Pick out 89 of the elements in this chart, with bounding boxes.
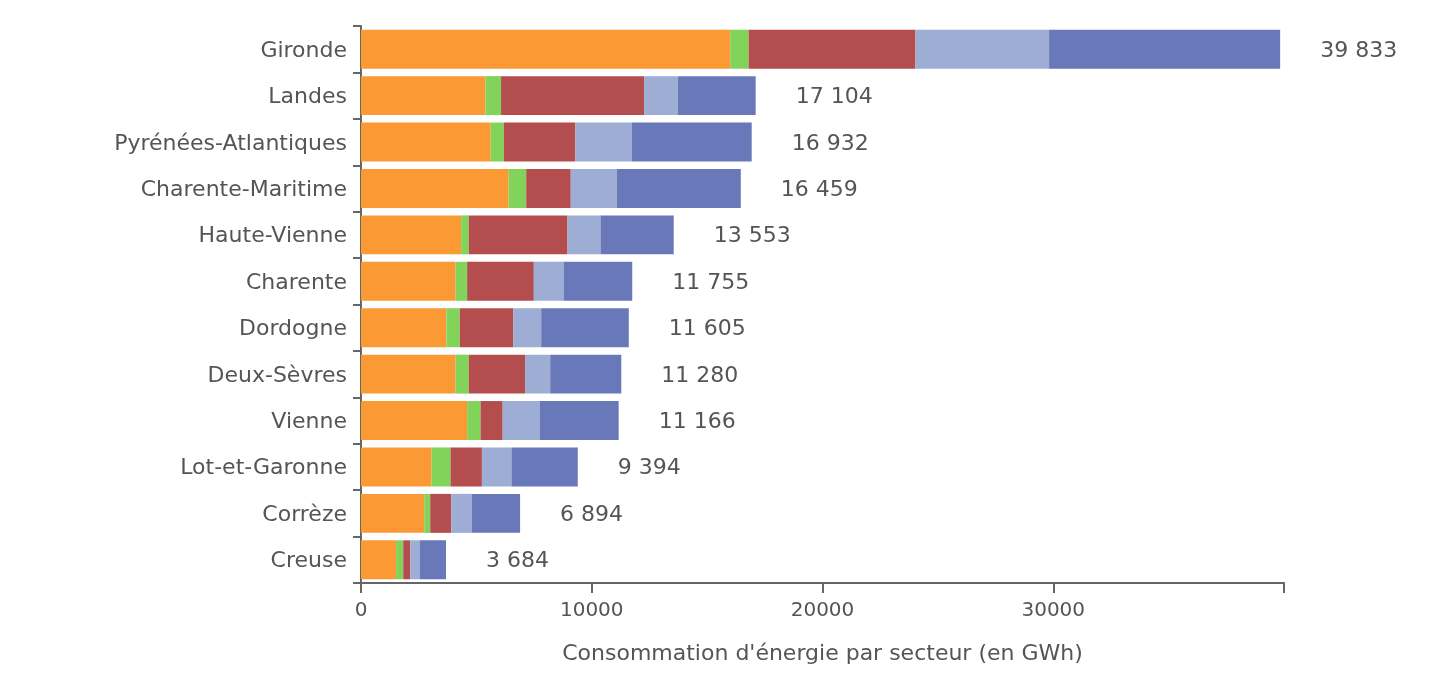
bar	[616, 168, 741, 208]
total-label: 13 553	[713, 222, 791, 248]
total-label: 11 166	[658, 408, 736, 434]
bar	[361, 215, 462, 255]
bar	[455, 261, 468, 301]
total-label: 11 755	[672, 268, 750, 294]
bar	[461, 215, 469, 255]
bar	[541, 308, 629, 348]
bar	[485, 76, 502, 116]
y-tick-label: Pyrénées-Atlantiques	[114, 129, 347, 155]
bar	[424, 493, 431, 533]
bar	[915, 29, 1050, 69]
total-label: 16 459	[780, 175, 858, 201]
y-tick-label: Lot-et-Garonne	[180, 454, 347, 480]
bar	[513, 308, 542, 348]
bar	[526, 168, 571, 208]
bar	[511, 447, 578, 487]
y-tick-label: Haute-Vienne	[198, 222, 347, 248]
bar	[533, 261, 564, 301]
bar	[539, 401, 619, 441]
bar	[563, 261, 633, 301]
x-tick-label: 30000	[1021, 597, 1086, 621]
bar	[361, 540, 397, 580]
bar	[430, 493, 452, 533]
total-label: 39 833	[1320, 36, 1398, 62]
total-label: 11 605	[668, 315, 746, 341]
bar	[361, 447, 432, 487]
bar	[450, 447, 482, 487]
bar	[459, 308, 514, 348]
y-tick-label: Landes	[268, 83, 347, 109]
bar	[467, 261, 534, 301]
bar	[431, 447, 451, 487]
y-tick-label: Corrèze	[262, 500, 347, 526]
bar	[361, 308, 447, 348]
bar	[468, 354, 526, 394]
bar	[503, 122, 576, 162]
y-tick-label: Deux-Sèvres	[207, 361, 347, 387]
bar	[361, 76, 486, 116]
total-label: 9 394	[617, 454, 681, 480]
bar	[410, 540, 420, 580]
bar	[502, 401, 540, 441]
bar	[567, 215, 601, 255]
bar	[748, 29, 916, 69]
bar	[451, 493, 472, 533]
total-label: 16 932	[791, 129, 869, 155]
bar	[471, 493, 521, 533]
total-label: 17 104	[795, 83, 873, 109]
x-tick-label: 10000	[559, 597, 624, 621]
bar	[361, 354, 456, 394]
total-label: 6 894	[560, 500, 624, 526]
bar	[361, 122, 491, 162]
bar	[1049, 29, 1281, 69]
bar	[480, 401, 503, 441]
bar	[467, 401, 481, 441]
bar	[570, 168, 617, 208]
bar	[490, 122, 504, 162]
bar	[361, 493, 425, 533]
x-tick-label: 20000	[790, 597, 855, 621]
bar	[361, 29, 731, 69]
y-tick-label: Dordogne	[239, 315, 347, 341]
bar	[481, 447, 512, 487]
bar	[403, 540, 411, 580]
y-tick-label: Charente-Maritime	[140, 175, 347, 201]
bar	[600, 215, 674, 255]
bar	[468, 215, 568, 255]
bar	[361, 401, 468, 441]
x-axis-title: Consommation d'énergie par secteur (en GWh)	[562, 639, 1083, 665]
bar	[361, 261, 456, 301]
y-tick-label: Charente	[246, 268, 347, 294]
total-label: 3 684	[486, 547, 549, 573]
bar	[644, 76, 678, 116]
bar	[419, 540, 447, 580]
bar	[730, 29, 749, 69]
bar	[677, 76, 756, 116]
bar	[575, 122, 632, 162]
bar	[550, 354, 622, 394]
x-tick-label: 0	[354, 597, 368, 621]
total-label: 11 280	[661, 361, 739, 387]
bar	[396, 540, 404, 580]
bar	[361, 168, 509, 208]
bar	[525, 354, 551, 394]
y-tick-label: Vienne	[271, 408, 347, 434]
y-tick-label: Creuse	[270, 547, 347, 573]
bar	[455, 354, 469, 394]
bar	[446, 308, 460, 348]
bar	[501, 76, 645, 116]
bar	[631, 122, 752, 162]
y-tick-label: Gironde	[260, 36, 347, 62]
bar	[508, 168, 527, 208]
